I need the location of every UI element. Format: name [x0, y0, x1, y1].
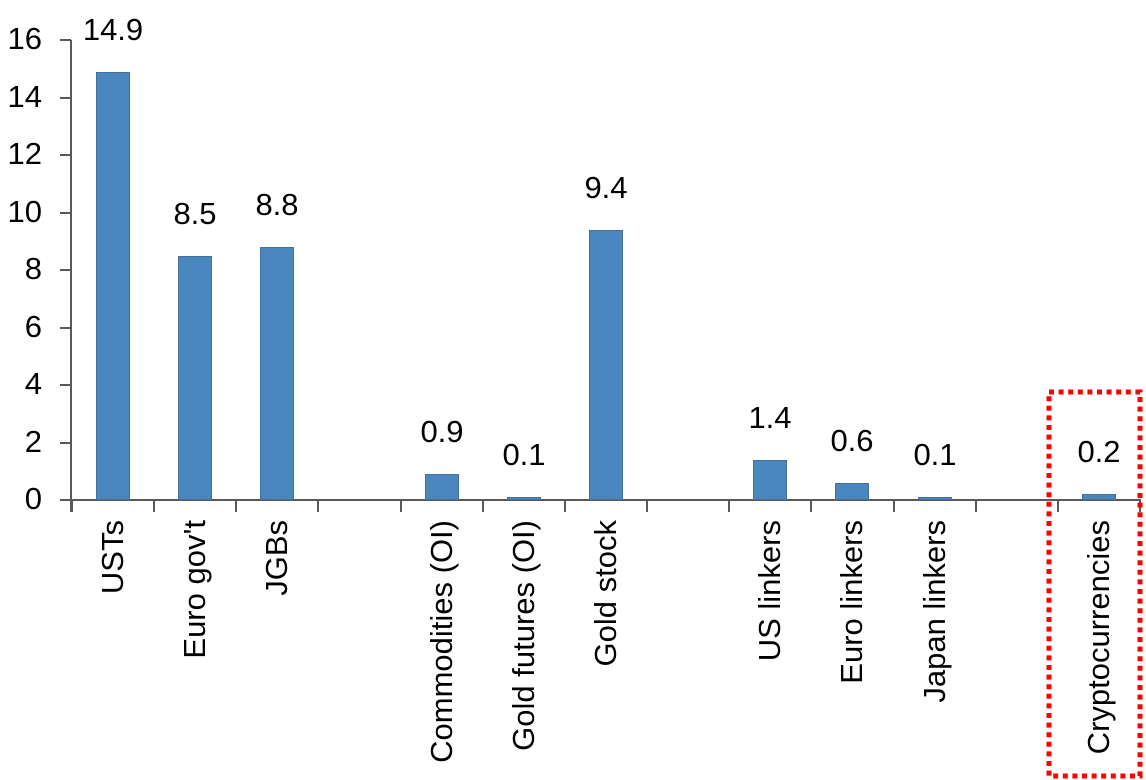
y-tick-label: 2	[24, 423, 42, 459]
x-axis-tick	[235, 500, 238, 512]
y-axis-tick	[60, 441, 71, 444]
y-axis	[70, 40, 72, 512]
bar-value-label: 0.6	[830, 423, 874, 458]
y-tick-label: 4	[24, 366, 42, 401]
category-label: Japan linkers	[917, 520, 952, 703]
y-tick-label: 0	[24, 481, 42, 516]
y-axis-tick	[60, 384, 71, 386]
category-label: JGBs	[259, 520, 294, 596]
category-label: Commodities (OI)	[424, 520, 459, 763]
bar	[1082, 494, 1116, 500]
highlight-box	[1046, 389, 1143, 779]
y-axis-tick	[60, 96, 71, 99]
x-axis-tick	[974, 500, 977, 512]
y-tick-label: 8	[24, 251, 42, 286]
bar-value-label: 0.9	[420, 414, 464, 449]
bar	[178, 256, 212, 500]
bar	[260, 247, 294, 500]
x-axis-tick	[728, 500, 731, 512]
bar	[835, 483, 869, 500]
x-axis-tick	[810, 500, 813, 512]
x-axis-tick	[153, 500, 156, 512]
bar	[507, 497, 541, 500]
x-axis-tick	[317, 500, 320, 512]
y-tick-label: 12	[7, 136, 42, 171]
x-axis-tick	[563, 500, 566, 512]
bar-value-label: 0.1	[502, 437, 546, 472]
x-axis-tick	[646, 500, 649, 512]
bar	[96, 72, 130, 500]
y-axis-tick	[60, 39, 71, 41]
bar-value-label: 8.5	[173, 196, 217, 231]
bar	[753, 460, 787, 500]
y-tick-label: 14	[7, 78, 42, 114]
category-label: Gold stock	[588, 520, 623, 667]
bar	[589, 230, 623, 500]
category-label: USTs	[95, 520, 130, 595]
y-axis-tick	[60, 326, 71, 329]
y-axis-tick	[60, 211, 71, 214]
category-label: US linkers	[752, 520, 787, 662]
y-axis-tick	[60, 499, 71, 501]
x-axis-tick	[399, 500, 402, 512]
x-axis-tick	[71, 500, 73, 512]
y-tick-label: 16	[7, 21, 42, 56]
x-axis-tick	[1056, 500, 1059, 512]
category-label: Euro gov't	[177, 520, 212, 659]
category-label: Gold futures (OI)	[506, 520, 541, 751]
bar-value-label: 0.1	[913, 437, 957, 472]
bar-value-label: 14.9	[82, 12, 144, 47]
bar-value-label: 8.8	[255, 187, 299, 222]
bar-value-label: 1.4	[748, 400, 792, 435]
y-axis-tick	[60, 269, 71, 271]
x-axis	[70, 499, 1141, 501]
x-axis-tick	[481, 500, 484, 512]
bar	[425, 474, 459, 500]
x-axis-tick	[892, 500, 895, 512]
y-axis-tick	[60, 154, 71, 156]
y-tick-label: 10	[7, 193, 42, 229]
bar-value-label: 0.2	[1077, 434, 1121, 469]
category-label: Euro linkers	[834, 520, 869, 684]
y-tick-label: 6	[24, 308, 42, 344]
bar-value-label: 9.4	[584, 170, 628, 205]
bar	[918, 497, 952, 500]
